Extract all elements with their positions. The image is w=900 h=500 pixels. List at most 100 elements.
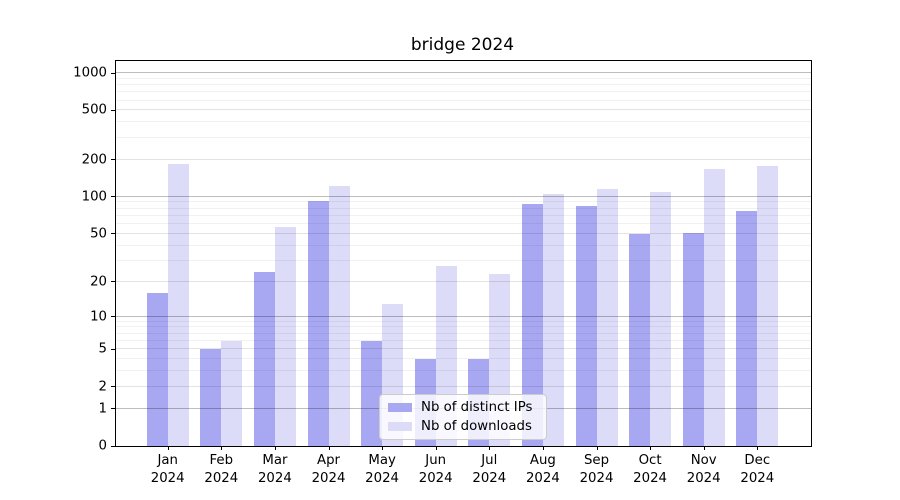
bar-downloads (757, 166, 779, 446)
x-tick-label: Nov 2024 (686, 453, 721, 487)
x-tick-label: Feb 2024 (204, 453, 239, 487)
legend-swatch-downloads (388, 422, 412, 431)
x-tick-mark (382, 446, 384, 450)
gridline (116, 315, 811, 317)
bar-distinct-ips (575, 206, 597, 446)
gridline-minor (116, 370, 811, 372)
x-tick-mark (435, 446, 437, 450)
bar-distinct-ips (736, 210, 758, 446)
bar-downloads (542, 193, 564, 446)
y-tick-mark (111, 386, 115, 388)
gridline-minor (116, 332, 811, 334)
bar-distinct-ips (200, 349, 222, 446)
x-tick-mark (650, 446, 652, 450)
legend: Nb of distinct IPs Nb of downloads (379, 394, 547, 440)
legend-row-downloads: Nb of downloads (388, 419, 538, 434)
gridline-minor (116, 244, 811, 246)
y-tick-mark (111, 72, 115, 74)
y-tick-label: 100 (81, 189, 107, 205)
x-tick-label: Dec 2024 (740, 453, 775, 487)
x-tick-mark (542, 446, 544, 450)
x-tick-mark (167, 446, 169, 450)
gridline-minor (116, 358, 811, 360)
bar-distinct-ips (253, 272, 275, 446)
y-tick-mark (111, 196, 115, 198)
y-tick-mark (111, 316, 115, 318)
x-tick-label: Jun 2024 (418, 453, 453, 487)
y-tick-label: 10 (90, 309, 107, 325)
gridline-minor (116, 214, 811, 216)
chart-title: bridge 2024 (410, 35, 515, 55)
legend-label-downloads: Nb of downloads (421, 419, 532, 434)
gridline-minor (116, 207, 811, 209)
x-tick-mark (328, 446, 330, 450)
x-tick-label: Mar 2024 (257, 453, 292, 487)
x-tick-mark (596, 446, 598, 450)
y-tick-mark (111, 445, 115, 447)
gridline-minor (116, 339, 811, 341)
y-tick-label: 20 (90, 274, 107, 290)
y-tick-label: 200 (81, 152, 107, 168)
x-tick-label: Jul 2024 (472, 453, 507, 487)
y-tick-mark (111, 348, 115, 350)
x-tick-label: Jan 2024 (150, 453, 185, 487)
gridline-minor (116, 121, 811, 123)
legend-label-distinct-ips: Nb of distinct IPs (421, 400, 533, 415)
x-tick-mark (489, 446, 491, 450)
bar-downloads (650, 191, 672, 446)
bar-distinct-ips (307, 201, 329, 446)
y-tick-mark (111, 109, 115, 111)
legend-swatch-distinct-ips (388, 403, 412, 412)
x-tick-label: Aug 2024 (525, 453, 560, 487)
bar-distinct-ips (682, 232, 704, 446)
x-tick-label: May 2024 (365, 453, 400, 487)
bar-downloads (328, 186, 350, 446)
bar-distinct-ips (146, 293, 168, 446)
gridline (116, 195, 811, 197)
gridline-minor (116, 91, 811, 93)
gridline (116, 109, 811, 111)
gridline-minor (116, 84, 811, 86)
x-tick-mark (703, 446, 705, 450)
x-tick-label: Apr 2024 (311, 453, 346, 487)
bar-downloads (274, 226, 296, 446)
y-tick-mark (111, 233, 115, 235)
gridline (116, 232, 811, 234)
gridline (116, 348, 811, 350)
gridline-minor (116, 259, 811, 261)
gridline (116, 280, 811, 282)
x-tick-label: Oct 2024 (633, 453, 668, 487)
y-tick-label: 1000 (73, 65, 107, 81)
bar-downloads (596, 188, 618, 446)
gridline-minor (116, 136, 811, 138)
bar-distinct-ips (361, 340, 383, 446)
y-tick-mark (111, 281, 115, 283)
gridline-minor (116, 201, 811, 203)
gridline-minor (116, 326, 811, 328)
gridline-minor (116, 77, 811, 79)
gridline-minor (116, 320, 811, 322)
y-tick-label: 500 (81, 102, 107, 118)
y-tick-label: 1 (98, 401, 107, 417)
y-tick-mark (111, 159, 115, 161)
bar-distinct-ips (629, 233, 651, 446)
legend-row-distinct-ips: Nb of distinct IPs (388, 400, 538, 415)
x-tick-mark (274, 446, 276, 450)
x-tick-label: Sep 2024 (579, 453, 614, 487)
gridline (116, 158, 811, 160)
plot-area: Nb of distinct IPs Nb of downloads 0 1 2 5 1… (73, 60, 812, 486)
bar-downloads (703, 169, 725, 446)
gridline (116, 385, 811, 387)
y-tick-label: 50 (90, 226, 107, 242)
y-tick-label: 0 (98, 438, 107, 454)
gridline-minor (116, 99, 811, 101)
y-tick-label: 5 (98, 341, 107, 357)
y-tick-mark (111, 408, 115, 410)
x-tick-mark (221, 446, 223, 450)
bar-distinct-ips (521, 203, 543, 446)
gridline (116, 72, 811, 74)
bar-downloads (221, 340, 243, 446)
grid-layer (116, 61, 811, 446)
y-tick-label: 2 (98, 379, 107, 395)
bar-downloads (167, 163, 189, 446)
